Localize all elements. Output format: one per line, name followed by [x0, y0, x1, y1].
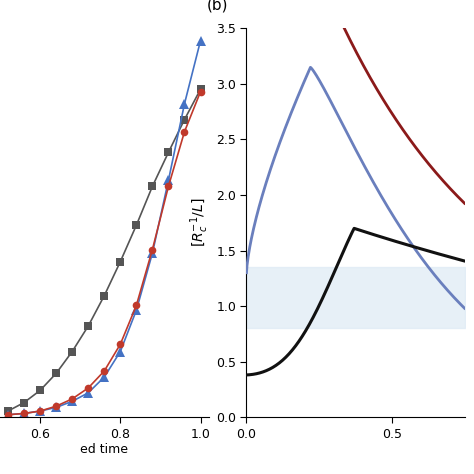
Y-axis label: $[R_c^{-1}/L]$: $[R_c^{-1}/L]$ [188, 198, 210, 247]
Text: (b): (b) [207, 0, 229, 13]
X-axis label: ed time: ed time [80, 443, 128, 456]
